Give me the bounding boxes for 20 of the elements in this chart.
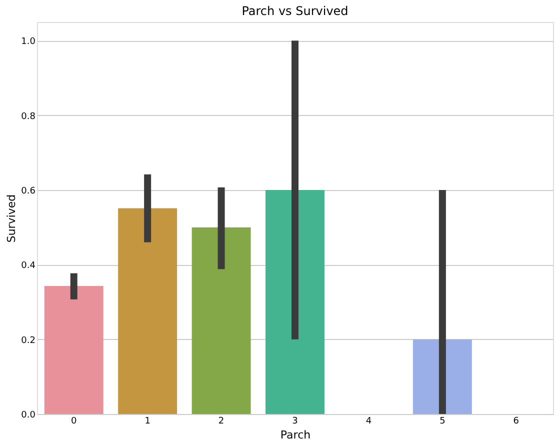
bar <box>266 190 324 414</box>
x-tick-label: 5 <box>440 416 446 426</box>
y-tick-label: 1.0 <box>21 37 36 48</box>
x-tick-label: 2 <box>218 416 224 426</box>
x-tick-label: 6 <box>513 416 520 426</box>
x-tick-label: 4 <box>366 416 372 426</box>
x-tick-label: 1 <box>144 416 150 426</box>
bar <box>44 286 104 414</box>
y-tick-label: 0.0 <box>21 410 36 420</box>
x-axis-title: Parch <box>280 428 311 442</box>
bar <box>192 227 251 414</box>
y-tick-label: 0.8 <box>21 112 36 122</box>
x-tick-label: 0 <box>70 416 77 426</box>
y-axis-title: Survived <box>5 194 18 243</box>
y-tick-label: 0.6 <box>21 186 36 196</box>
bar <box>118 208 178 414</box>
y-tick-label: 0.2 <box>21 336 36 346</box>
x-tick-label: 3 <box>292 416 298 426</box>
chart-title: Parch vs Survived <box>242 4 348 18</box>
y-tick-label: 0.4 <box>21 261 36 272</box>
